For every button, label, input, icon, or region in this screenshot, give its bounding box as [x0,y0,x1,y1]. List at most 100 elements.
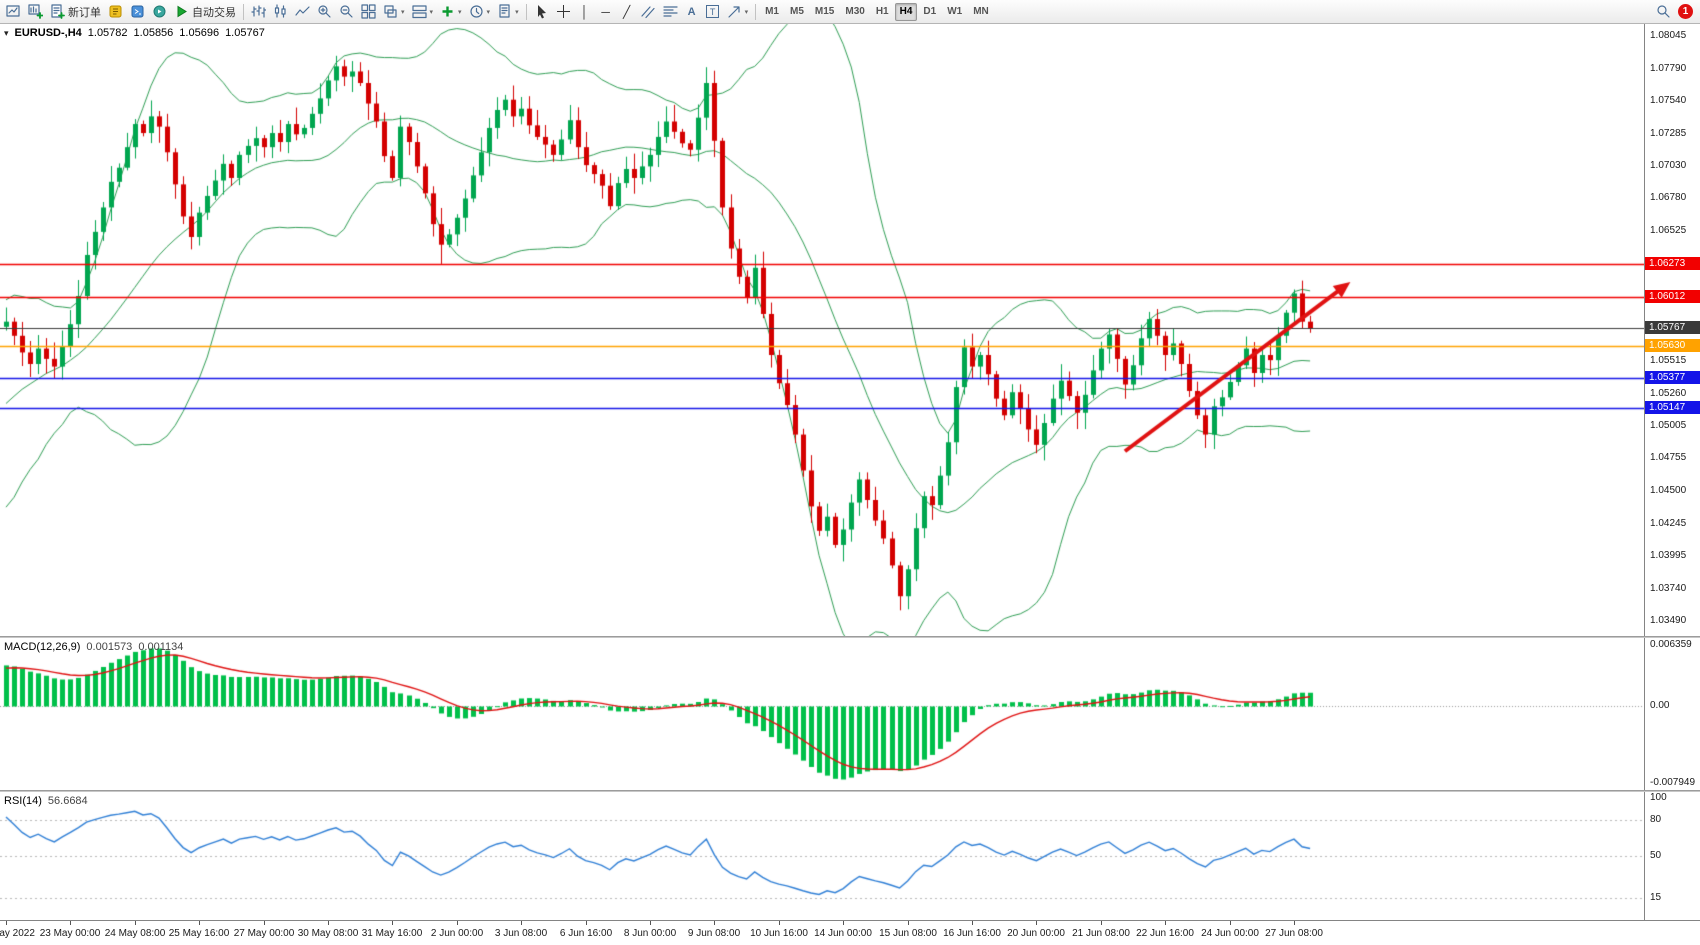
timeframe-group: M1 M5 M15 M30 H1 H4 D1 W1 MN [760,2,994,21]
time-axis-label: 20 Jun 00:00 [1007,928,1065,939]
macd-canvas[interactable] [0,638,1644,790]
rsi-panel: RSI(14) 56.6684 100 80 50 15 [0,792,1700,920]
rsi-canvas[interactable] [0,792,1644,920]
vertical-line-tool-button[interactable]: │ [575,2,595,22]
rsi-axis[interactable]: 100 80 50 15 [1644,792,1700,920]
objects-tool-button[interactable]: ▾ [724,2,752,22]
price-line-badge: 1.05767 [1645,321,1700,335]
metaeditor-button[interactable] [105,2,126,22]
rsi-axis-tick: 15 [1650,892,1662,903]
ohlc-high-value: 1.05856 [133,27,174,39]
fibonacci-icon [662,6,678,17]
price-tick: 1.04245 [1650,517,1687,529]
metaeditor-icon [109,5,122,18]
horizontal-line-icon: ─ [601,4,610,19]
bar-chart-icon [251,5,266,18]
timeframe-button-m15[interactable]: M15 [814,6,835,17]
time-axis-tick [70,921,71,925]
price-tick: 1.07285 [1650,127,1687,139]
zoom-in-button[interactable] [314,2,335,22]
time-axis-tick [199,921,200,925]
chart-ohlc-header: ▾ EURUSD-,H4 1.05782 1.05856 1.05696 1.0… [4,27,265,39]
timeframe-button-m30[interactable]: M30 [845,6,865,17]
crosshair-tool-button[interactable] [553,2,574,22]
time-axis-tick [521,921,522,925]
timeframe-button-m5[interactable]: M5 [790,6,804,17]
cascade-windows-icon [384,5,397,18]
line-chart-icon [295,6,310,16]
autotrading-play-icon [177,5,187,18]
one-click-trading-toggle[interactable]: ▾ [4,27,9,38]
time-axis-tick [650,921,651,925]
macd-axis-tick: -0.007949 [1650,777,1696,789]
timeframe-button-mn[interactable]: MN [973,6,989,17]
time-axis-tick [135,921,136,925]
periods-button[interactable]: ▾ [466,2,494,22]
timeframe-button-w1[interactable]: W1 [947,6,963,17]
trendline-tool-button[interactable]: ╱ [617,2,637,22]
indicators-button[interactable]: ▾ [437,2,465,22]
price-tick: 1.05515 [1650,354,1687,366]
price-tick: 1.07540 [1650,94,1687,106]
fibonacci-tool-button[interactable] [660,2,681,22]
text-label-icon: T [706,5,720,18]
time-axis-label: 16 Jun 16:00 [943,928,1001,939]
main-toolbar: 新订单 自动交易 ▾ ▾ ▾ ▾ [0,0,1700,24]
arrange-windows-icon [411,5,427,19]
templates-button[interactable]: ▾ [494,2,522,22]
terminal-button[interactable] [127,2,148,22]
line-chart-type-button[interactable] [292,2,313,22]
macd-axis[interactable]: 0.006359 0.00 -0.007949 [1644,638,1700,790]
timeframe-button-m1[interactable]: M1 [765,6,779,17]
bar-chart-type-button[interactable] [248,2,269,22]
text-tool-button[interactable]: A [682,2,702,22]
time-axis-label: 30 May 08:00 [297,928,359,939]
time-axis-tick [1101,921,1102,925]
time-axis-tick [714,921,715,925]
panel-divider[interactable] [0,790,1700,792]
autotrading-button[interactable]: 自动交易 [171,2,239,22]
price-tick: 1.06525 [1650,225,1687,237]
toolbar-separator [243,3,244,20]
rsi-axis-tick: 100 [1650,792,1667,803]
chevron-down-icon: ▾ [429,8,434,16]
price-axis[interactable]: 1.08045 1.07790 1.07540 1.07285 1.07030 1.067… [1644,24,1700,636]
toolbar-right-group: 1 [1653,2,1697,22]
time-axis-label: 25 May 16:00 [168,928,230,939]
time-axis-tick [264,921,265,925]
new-order-icon [51,4,65,19]
timeframe-button-h1[interactable]: H1 [875,6,889,17]
cascade-windows-button[interactable]: ▾ [380,2,408,22]
rsi-value: 56.6684 [47,795,88,807]
new-chart-button[interactable] [25,2,46,22]
panel-divider[interactable] [0,636,1700,638]
time-axis-tick [392,921,393,925]
timeframe-button-d1[interactable]: D1 [923,6,937,17]
arrange-windows-button[interactable]: ▾ [409,2,437,22]
price-line-badge: 1.06273 [1645,256,1700,270]
timeframe-button-h4[interactable]: H4 [894,2,918,21]
time-axis-label: 9 Jun 08:00 [687,928,741,939]
chart-window-icon [6,5,20,17]
zoom-out-button[interactable] [336,2,357,22]
time-axis-tick [586,921,587,925]
chevron-down-icon: ▾ [458,8,462,16]
text-label-tool-button[interactable]: T [703,2,723,22]
tile-windows-button[interactable] [358,2,379,22]
time-axis-tick [1036,921,1037,925]
zoom-in-icon [318,5,331,18]
cursor-icon [537,5,546,19]
cursor-tool-button[interactable] [531,2,552,22]
horizontal-line-tool-button[interactable]: ─ [596,2,616,22]
notification-badge[interactable]: 1 [1678,4,1693,19]
strategy-tester-button[interactable] [149,2,170,22]
time-axis-label: 19 May 2022 [0,928,35,939]
price-chart-canvas[interactable] [0,24,1644,636]
candlestick-chart-icon [274,4,286,18]
new-order-button[interactable]: 新订单 [47,2,104,22]
channel-tool-button[interactable] [638,2,659,22]
candlestick-chart-type-button[interactable] [270,2,291,22]
search-button[interactable] [1653,2,1674,22]
autotrading-label: 自动交易 [192,6,236,19]
